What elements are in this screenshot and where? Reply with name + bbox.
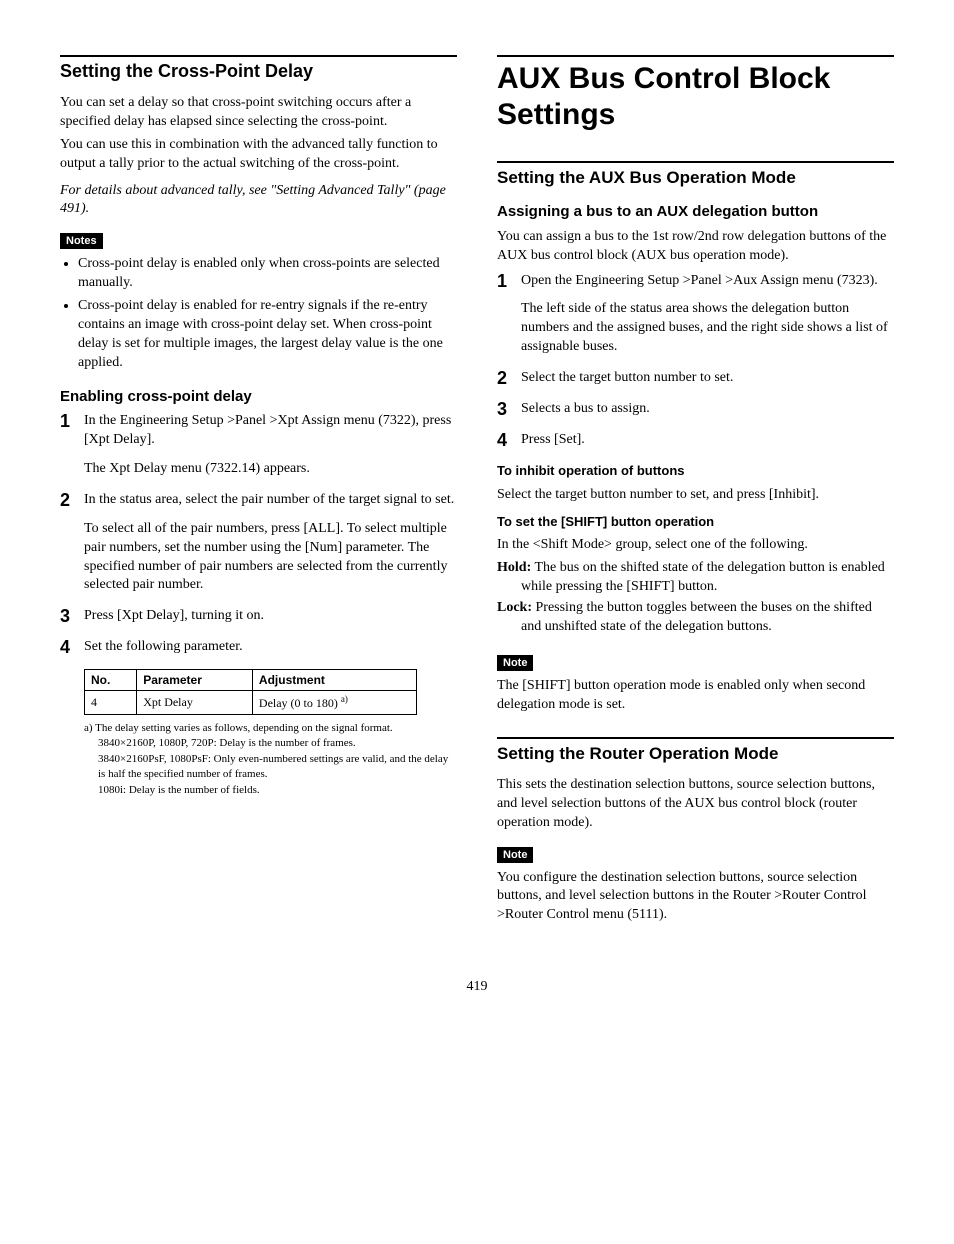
step-number: 1	[60, 412, 84, 483]
reference-text: For details about advanced tally, see "S…	[60, 182, 457, 220]
step: 1 In the Engineering Setup >Panel >Xpt A…	[60, 412, 457, 483]
step-text: In the status area, select the pair numb…	[84, 491, 457, 599]
table-row: 4 Xpt Delay Delay (0 to 180) a)	[85, 691, 417, 715]
step-text: Set the following parameter.	[84, 638, 457, 661]
notes-badge: Notes	[60, 233, 103, 249]
step-number: 3	[60, 607, 84, 630]
step-text: Select the target button number to set.	[521, 369, 894, 392]
step: 3 Selects a bus to assign.	[497, 400, 894, 423]
footnote-line: 1080i: Delay is the number of fields.	[84, 783, 457, 798]
footnote-ref: a)	[341, 694, 348, 704]
step: 1 Open the Engineering Setup >Panel >Aux…	[497, 272, 894, 362]
section-rule	[497, 737, 894, 739]
footnote-line: 3840×2160PsF, 1080PsF: Only even-numbere…	[84, 752, 457, 783]
body-text: Select the target button number to set, …	[497, 486, 894, 505]
table-cell: Xpt Delay	[137, 691, 253, 715]
parameter-table: No. Parameter Adjustment 4 Xpt Delay Del…	[84, 669, 417, 715]
step-text: Open the Engineering Setup >Panel >Aux A…	[521, 272, 894, 362]
table-header: No.	[85, 670, 137, 691]
adjustment-text: Delay (0 to 180)	[259, 696, 341, 710]
note-badge: Note	[497, 655, 533, 671]
note-item: Cross-point delay is enabled only when c…	[78, 255, 457, 293]
section-heading-auxmode: Setting the AUX Bus Operation Mode	[497, 167, 894, 188]
section-rule	[497, 55, 894, 57]
step-line: In the status area, select the pair numb…	[84, 491, 457, 510]
step-line: The Xpt Delay menu (7322.14) appears.	[84, 460, 457, 479]
step-line: To select all of the pair numbers, press…	[84, 520, 457, 596]
body-text: You can assign a bus to the 1st row/2nd …	[497, 228, 894, 266]
bold-label: To set the [SHIFT] button operation	[497, 514, 714, 529]
body-text: You configure the destination selection …	[497, 869, 894, 926]
body-text: This sets the destination selection butt…	[497, 776, 894, 833]
step-line: In the Engineering Setup >Panel >Xpt Ass…	[84, 412, 457, 450]
footnote-line: 3840×2160P, 1080P, 720P: Delay is the nu…	[84, 736, 457, 751]
reference-italic: For details about advanced tally, see "S…	[60, 183, 446, 217]
table-footnote: a) The delay setting varies as follows, …	[84, 721, 457, 798]
definition-item: Lock: Pressing the button toggles betwee…	[497, 599, 894, 637]
step-number: 3	[497, 400, 521, 423]
notes-list: Cross-point delay is enabled only when c…	[60, 255, 457, 372]
definition-list: Hold: The bus on the shifted state of th…	[497, 559, 894, 637]
definition-desc: The bus on the shifted state of the dele…	[521, 560, 885, 594]
definition-desc: Pressing the button toggles between the …	[521, 600, 872, 634]
page-number: 419	[60, 979, 894, 995]
note-item: Cross-point delay is enabled for re-entr…	[78, 297, 457, 373]
step-line: Press [Set].	[521, 431, 894, 450]
step-number: 2	[60, 491, 84, 599]
right-column: AUX Bus Control Block Settings Setting t…	[497, 55, 894, 929]
bold-subhead: To inhibit operation of buttons	[497, 462, 894, 482]
section-heading-crosspoint: Setting the Cross-Point Delay	[60, 61, 457, 82]
subheading-assigning: Assigning a bus to an AUX delegation but…	[497, 202, 894, 222]
definition-term: Hold:	[497, 560, 531, 575]
step-text: Press [Set].	[521, 431, 894, 454]
step: 3 Press [Xpt Delay], turning it on.	[60, 607, 457, 630]
step-number: 1	[497, 272, 521, 362]
step-text: Press [Xpt Delay], turning it on.	[84, 607, 457, 630]
table-cell: Delay (0 to 180) a)	[252, 691, 417, 715]
step-number: 2	[497, 369, 521, 392]
definition-term: Lock:	[497, 600, 532, 615]
subheading-enabling: Enabling cross-point delay	[60, 387, 457, 407]
step-number: 4	[497, 431, 521, 454]
step: 2 In the status area, select the pair nu…	[60, 491, 457, 599]
chapter-heading: AUX Bus Control Block Settings	[497, 61, 894, 133]
bold-subhead: To set the [SHIFT] button operation	[497, 513, 894, 533]
section-heading-router: Setting the Router Operation Mode	[497, 743, 894, 764]
footnote-lead: a) The delay setting varies as follows, …	[84, 721, 457, 736]
note-badge: Note	[497, 847, 533, 863]
step-line: Select the target button number to set.	[521, 369, 894, 388]
section-rule	[60, 55, 457, 57]
step-line: The left side of the status area shows t…	[521, 300, 894, 357]
step-number: 4	[60, 638, 84, 661]
section-rule	[497, 161, 894, 163]
definition-item: Hold: The bus on the shifted state of th…	[497, 559, 894, 597]
step-line: Set the following parameter.	[84, 638, 457, 657]
step: 2 Select the target button number to set…	[497, 369, 894, 392]
step-line: Open the Engineering Setup >Panel >Aux A…	[521, 272, 894, 291]
table-header: Adjustment	[252, 670, 417, 691]
step-line: Selects a bus to assign.	[521, 400, 894, 419]
step-text: In the Engineering Setup >Panel >Xpt Ass…	[84, 412, 457, 483]
step-text: Selects a bus to assign.	[521, 400, 894, 423]
body-text: In the <Shift Mode> group, select one of…	[497, 536, 894, 555]
table-header: Parameter	[137, 670, 253, 691]
step: 4 Press [Set].	[497, 431, 894, 454]
left-column: Setting the Cross-Point Delay You can se…	[60, 55, 457, 929]
body-text: The [SHIFT] button operation mode is ena…	[497, 677, 894, 715]
body-text: You can set a delay so that cross-point …	[60, 94, 457, 132]
body-text: You can use this in combination with the…	[60, 136, 457, 174]
step: 4 Set the following parameter.	[60, 638, 457, 661]
bold-label: To inhibit operation of buttons	[497, 463, 685, 478]
step-line: Press [Xpt Delay], turning it on.	[84, 607, 457, 626]
table-cell: 4	[85, 691, 137, 715]
